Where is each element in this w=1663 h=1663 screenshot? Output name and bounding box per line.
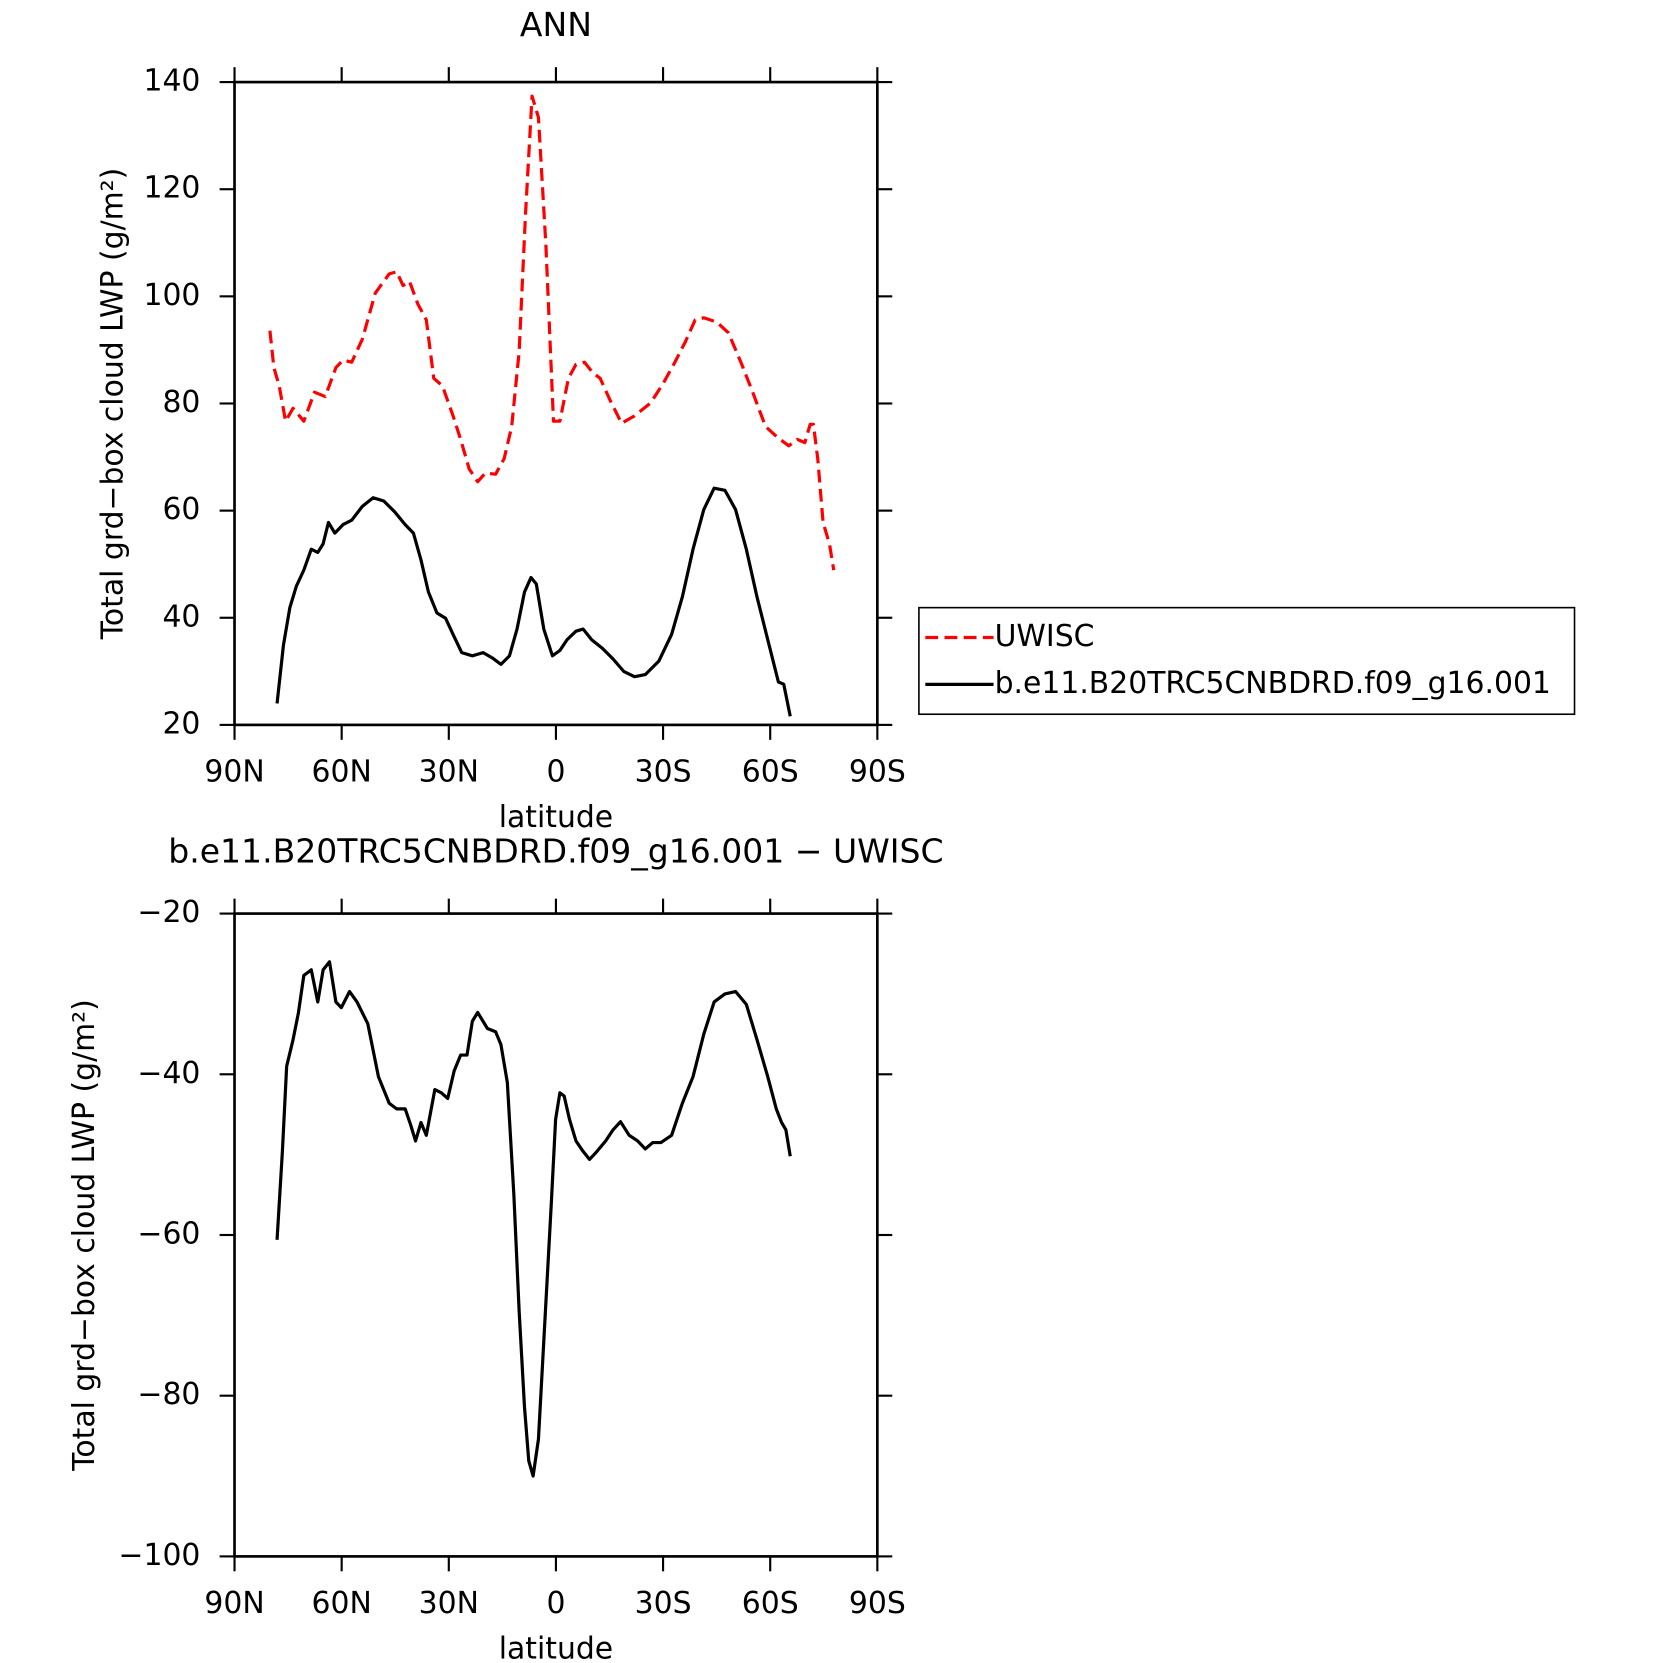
x-tick-label: 60S — [742, 1586, 799, 1621]
y-tick-label: −100 — [118, 1538, 200, 1573]
x-tick-label: 90S — [849, 1586, 906, 1621]
x-tick-label: 30S — [635, 1586, 692, 1621]
plot-frame — [233, 80, 879, 727]
y-tick-label: −80 — [137, 1377, 200, 1412]
legend-box — [918, 606, 1576, 716]
x-tick-label: 90N — [204, 1586, 264, 1621]
x-tick-label: 30N — [419, 754, 479, 789]
data-line — [275, 960, 792, 1478]
y-axis-label: Total grd−box cloud LWP (g/m²) — [67, 999, 102, 1472]
y-tick-label: 140 — [143, 64, 200, 99]
plot-frame — [233, 912, 879, 1558]
data-line — [268, 94, 836, 571]
y-tick-label: 20 — [162, 706, 200, 741]
chart-title: ANN — [520, 5, 592, 44]
x-tick-label: 60N — [312, 754, 372, 789]
y-tick-label: 120 — [143, 171, 200, 206]
x-tick-label: 0 — [546, 1586, 565, 1621]
x-tick-label: 60N — [312, 1586, 372, 1621]
x-axis-label: latitude — [499, 800, 613, 835]
x-tick-label: 90S — [849, 754, 906, 789]
y-tick-label: 40 — [162, 599, 200, 634]
x-tick-label: 60S — [742, 754, 799, 789]
legend-label: b.e11.B20TRC5CNBDRD.f09_g16.001 — [995, 666, 1551, 701]
y-tick-label: 80 — [162, 385, 200, 420]
x-tick-label: 30S — [635, 754, 692, 789]
x-tick-label: 0 — [546, 754, 565, 789]
legend-label: UWISC — [995, 619, 1095, 654]
y-tick-label: 60 — [162, 492, 200, 527]
y-tick-label: −40 — [137, 1056, 200, 1091]
x-tick-label: 30N — [419, 1586, 479, 1621]
y-axis-label: Total grd−box cloud LWP (g/m²) — [96, 168, 131, 641]
y-tick-label: −60 — [137, 1216, 200, 1251]
y-tick-label: −20 — [137, 895, 200, 930]
y-tick-label: 100 — [143, 278, 200, 313]
chart-title: b.e11.B20TRC5CNBDRD.f09_g16.001 − UWISC — [168, 831, 943, 870]
data-line — [275, 486, 792, 717]
x-tick-label: 90N — [204, 754, 264, 789]
x-axis-label: latitude — [499, 1632, 613, 1663]
